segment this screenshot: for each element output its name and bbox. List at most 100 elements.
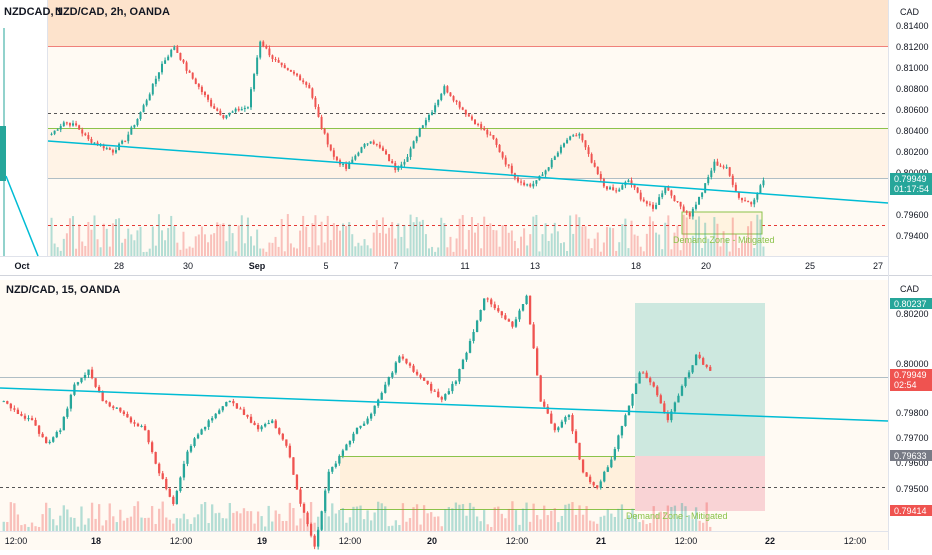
bottom-candles[interactable] (2, 294, 712, 550)
bottom-candle (41, 433, 44, 438)
bottom-currency-label[interactable]: CAD (900, 284, 920, 294)
top-volume-bar (394, 238, 397, 256)
bottom-candle (193, 438, 196, 447)
top-candle (427, 114, 430, 121)
top-volume-bar (704, 222, 707, 256)
bottom-candle (37, 425, 41, 434)
bottom-candle (451, 383, 454, 392)
bottom-candle (571, 415, 574, 432)
bottom-zone-label: Demand Zone - Mitigated (626, 511, 728, 521)
bottom-trendline[interactable] (0, 387, 889, 422)
bottom-candle (179, 477, 182, 491)
top-candle (154, 78, 157, 84)
bottom-time-axis[interactable]: 12:00 18 12:00 19 12:00 20 12:00 21 12:00 22 12:00 (5, 536, 867, 546)
top-candle (553, 156, 556, 160)
bottom-candle (112, 406, 115, 408)
bottom-volume-bar (670, 506, 673, 531)
top-candle (449, 92, 452, 97)
top-time-axis[interactable]: Oct 28 30 Sep 5 7 11 13 18 20 25 27 (14, 261, 883, 271)
top-volume-bar (710, 242, 713, 256)
top-candle (274, 59, 277, 61)
bottom-volume-bar (440, 526, 443, 531)
bottom-candle (115, 407, 118, 409)
bottom-volume-bar (408, 518, 412, 531)
bottom-candle (426, 380, 429, 384)
left-strip[interactable] (0, 0, 48, 256)
top-candle (538, 175, 541, 181)
top-volume-bar (164, 240, 167, 256)
top-volume-bar (243, 243, 246, 256)
top-volume-bar (308, 247, 311, 256)
top-currency-label[interactable]: CAD (900, 7, 920, 17)
target-price: 0.80237 (894, 299, 927, 309)
top-trendline[interactable] (47, 140, 889, 204)
top-volume-bar (713, 217, 716, 256)
top-candle (121, 140, 124, 144)
top-candle (145, 100, 148, 106)
top-candles[interactable] (50, 40, 765, 220)
top-candle (645, 201, 648, 204)
bottom-time-label: 18 (91, 536, 101, 546)
top-candle (750, 202, 753, 205)
top-candle (176, 47, 179, 53)
top-candle (621, 185, 624, 190)
bottom-volume-bar (656, 514, 659, 531)
top-chart-title[interactable]: NZD/CAD, 2h, OANDA (55, 6, 170, 18)
top-volume-bar (400, 236, 403, 256)
top-volume-bar (578, 217, 581, 256)
top-price-scale[interactable] (889, 0, 932, 256)
bottom-candle (507, 319, 511, 322)
position-stop-box[interactable] (635, 456, 765, 511)
bottom-candle (292, 457, 295, 475)
top-demand-zone[interactable] (681, 211, 763, 235)
left-strip-trendline (5, 175, 39, 257)
bottom-volume-bar (37, 526, 41, 531)
position-target-box[interactable] (635, 303, 765, 456)
top-volume-bar (265, 251, 268, 256)
top-volume-bar (342, 223, 345, 256)
top-candle (151, 83, 154, 95)
bottom-volume-bar (694, 507, 698, 531)
top-volume-bar (750, 221, 753, 256)
top-volume-bar (102, 223, 105, 256)
top-candle (108, 148, 111, 150)
top-volume-bar (72, 216, 75, 256)
top-candle (59, 126, 62, 130)
top-candle (682, 206, 685, 212)
bottom-volume-bar (518, 524, 521, 531)
top-volume-bar (498, 246, 501, 256)
bottom-candle (306, 512, 309, 525)
bottom-volume-bar (398, 525, 401, 531)
top-volume-bar (550, 233, 553, 256)
top-volume-bar (56, 247, 59, 256)
top-volume-bar (655, 232, 658, 256)
bottom-volume-bar (504, 518, 507, 531)
bottom-candle (666, 412, 669, 421)
bottom-price-scale[interactable] (889, 280, 932, 532)
bottom-volume-bar (652, 506, 655, 531)
bottom-candle (182, 463, 186, 478)
bottom-volume-bar (391, 525, 394, 531)
top-candle (507, 164, 510, 166)
top-time-label: 7 (393, 261, 398, 271)
bottom-chart-title[interactable]: NZD/CAD, 15, OANDA (6, 284, 120, 296)
top-candle (691, 208, 694, 217)
bottom-volume-bar (278, 513, 281, 531)
top-volume-bar (685, 217, 688, 256)
supply-zone[interactable] (48, 0, 888, 46)
top-volume-bar (483, 216, 486, 256)
bottom-candle (553, 423, 556, 431)
top-volume-bar (320, 221, 323, 256)
top-volume-bar (596, 232, 599, 256)
bottom-volume-bar (129, 516, 133, 531)
bottom-volume-bar (663, 512, 666, 531)
bottom-candle (299, 489, 302, 504)
bottom-volume-bar (16, 514, 20, 531)
top-candle (648, 203, 651, 205)
top-candle (651, 204, 654, 209)
top-candle (719, 165, 722, 167)
top-candle (722, 166, 725, 168)
bottom-candle (663, 403, 666, 413)
bottom-volume-bar (133, 506, 136, 531)
